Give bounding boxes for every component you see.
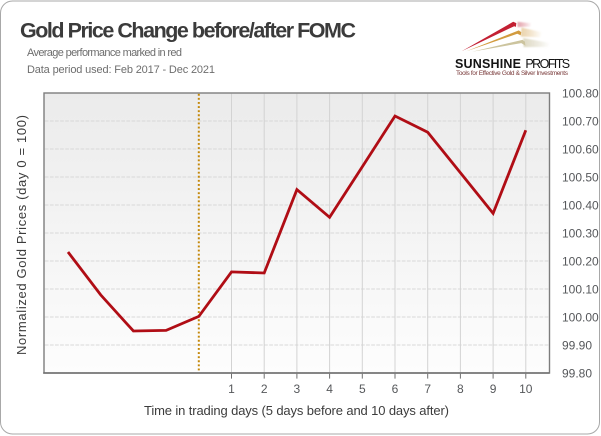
svg-text:7: 7 <box>424 382 431 396</box>
svg-text:Tools for Effective Gold & Sil: Tools for Effective Gold & Silver Invest… <box>456 70 569 77</box>
svg-text:3: 3 <box>294 382 301 396</box>
svg-text:9: 9 <box>490 382 497 396</box>
svg-text:Average performance marked in: Average performance marked in red <box>27 47 182 59</box>
svg-text:99.90: 99.90 <box>562 338 592 352</box>
svg-text:2: 2 <box>261 382 268 396</box>
svg-text:100.10: 100.10 <box>562 282 599 296</box>
svg-text:PROFITS: PROFITS <box>525 57 570 71</box>
svg-text:100.60: 100.60 <box>562 142 599 156</box>
svg-text:Gold Price Change before/after: Gold Price Change before/after FOMC <box>20 19 356 43</box>
svg-text:4: 4 <box>326 382 333 396</box>
svg-text:Data period used: Feb 2017 - D: Data period used: Feb 2017 - Dec 2021 <box>27 64 215 76</box>
svg-text:100.50: 100.50 <box>562 170 599 184</box>
svg-text:Normalized Gold Prices (day 0: Normalized Gold Prices (day 0 = 100) <box>14 115 29 355</box>
svg-text:100.00: 100.00 <box>562 310 599 324</box>
svg-text:8: 8 <box>457 382 464 396</box>
svg-text:100.40: 100.40 <box>562 198 599 212</box>
svg-text:5: 5 <box>359 382 366 396</box>
svg-text:10: 10 <box>519 382 533 396</box>
svg-text:100.70: 100.70 <box>562 114 599 128</box>
svg-text:Time in trading days (5 days b: Time in trading days (5 days before and … <box>144 403 449 418</box>
svg-text:6: 6 <box>392 382 399 396</box>
svg-text:99.80: 99.80 <box>562 366 592 380</box>
svg-text:100.20: 100.20 <box>562 254 599 268</box>
svg-text:1: 1 <box>228 382 235 396</box>
svg-text:SUNSHINE: SUNSHINE <box>455 57 521 71</box>
svg-text:100.30: 100.30 <box>562 226 599 240</box>
svg-text:100.80: 100.80 <box>562 86 599 100</box>
